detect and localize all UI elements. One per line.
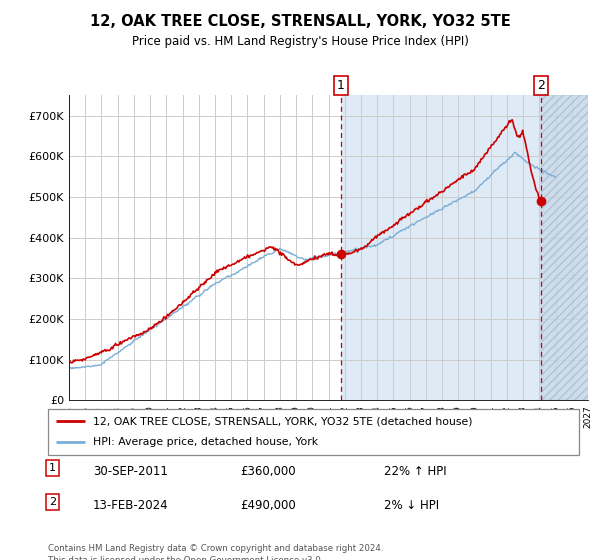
Text: 2: 2: [49, 497, 56, 507]
FancyBboxPatch shape: [48, 409, 579, 455]
Text: £360,000: £360,000: [240, 465, 296, 478]
Text: 30-SEP-2011: 30-SEP-2011: [93, 465, 168, 478]
Text: 2% ↓ HPI: 2% ↓ HPI: [384, 499, 439, 512]
Text: 12, OAK TREE CLOSE, STRENSALL, YORK, YO32 5TE: 12, OAK TREE CLOSE, STRENSALL, YORK, YO3…: [89, 14, 511, 29]
Bar: [541, 95, 588, 400]
Text: 13-FEB-2024: 13-FEB-2024: [93, 499, 169, 512]
Text: 1: 1: [337, 79, 344, 92]
Text: 1: 1: [49, 463, 56, 473]
Text: 12, OAK TREE CLOSE, STRENSALL, YORK, YO32 5TE (detached house): 12, OAK TREE CLOSE, STRENSALL, YORK, YO3…: [93, 416, 473, 426]
Bar: [341, 95, 588, 400]
Text: HPI: Average price, detached house, York: HPI: Average price, detached house, York: [93, 437, 318, 447]
Text: £490,000: £490,000: [240, 499, 296, 512]
Text: Price paid vs. HM Land Registry's House Price Index (HPI): Price paid vs. HM Land Registry's House …: [131, 35, 469, 48]
Text: 22% ↑ HPI: 22% ↑ HPI: [384, 465, 446, 478]
Text: 2: 2: [537, 79, 545, 92]
Text: Contains HM Land Registry data © Crown copyright and database right 2024.
This d: Contains HM Land Registry data © Crown c…: [48, 544, 383, 560]
